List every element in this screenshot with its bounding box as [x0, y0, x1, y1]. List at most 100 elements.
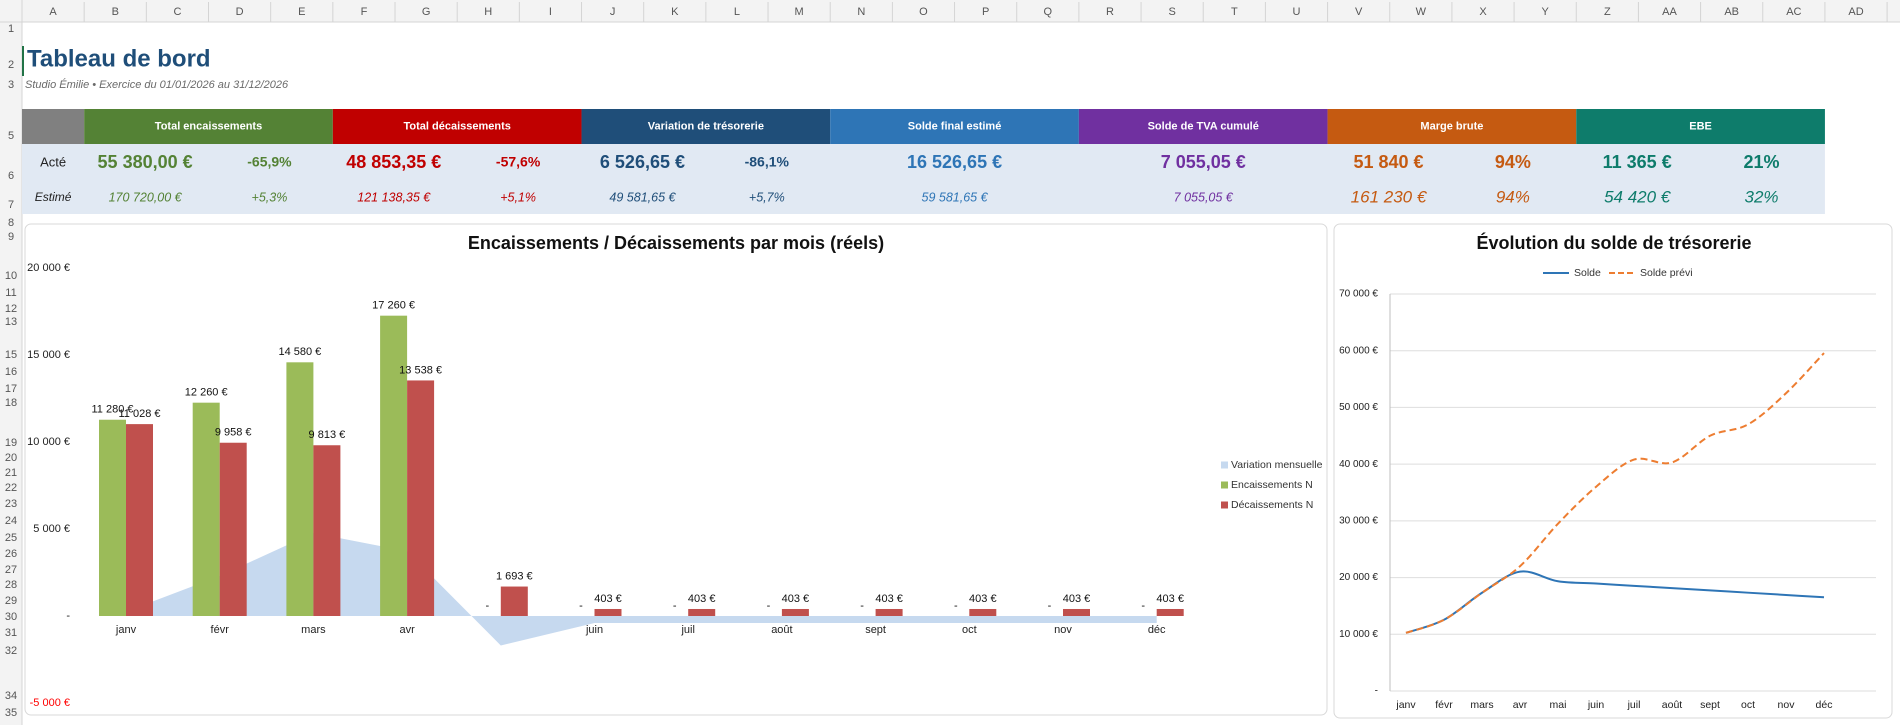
row-header: 19: [5, 437, 17, 449]
bar: [407, 380, 435, 616]
y-tick-label: 50 000 €: [1339, 402, 1378, 413]
row-header: 21: [5, 467, 17, 479]
row-header: 10: [5, 270, 17, 282]
column-header: J: [610, 6, 616, 18]
kpi-value: 11 365 €: [1603, 152, 1672, 172]
column-header: P: [982, 6, 989, 18]
x-tick-label: juil: [1627, 699, 1641, 711]
row-header: 9: [8, 231, 14, 243]
kpi-value: 94%: [1495, 152, 1531, 172]
kpi-value: +5,1%: [500, 190, 536, 204]
column-header: N: [857, 6, 865, 18]
data-label: 403 €: [782, 593, 810, 605]
kpi-value: 32%: [1745, 187, 1779, 206]
x-tick-label: avr: [1513, 699, 1528, 711]
x-tick-label: août: [1662, 699, 1683, 711]
legend-label: Encaissements N: [1231, 479, 1313, 491]
x-tick-label: mai: [1550, 699, 1567, 711]
row-header: 6: [8, 170, 14, 182]
kpi-corner: [22, 109, 85, 144]
kpi-header: Total encaissements: [155, 120, 262, 132]
row-header: 11: [5, 287, 16, 299]
bar: [1156, 608, 1184, 616]
kpi-value: 7 055,05 €: [1161, 152, 1246, 172]
data-label: 11 280 €: [91, 404, 133, 416]
kpi-value: +5,7%: [749, 190, 785, 204]
kpi-header-cell: [332, 109, 582, 144]
kpi-header-cell: [830, 109, 1079, 144]
row-header: 27: [5, 564, 17, 576]
kpi-header: Variation de trésorerie: [648, 120, 764, 132]
kpi-header-cell: [581, 109, 831, 144]
kpi-value: 55 380,00 €: [98, 152, 193, 172]
kpi-value: 49 581,65 €: [609, 190, 676, 204]
data-label: -: [1048, 600, 1052, 612]
x-tick-label: nov: [1054, 624, 1072, 636]
row-header: 12: [5, 303, 17, 315]
legend-label: Variation mensuelle: [1231, 459, 1323, 471]
row-header: 13: [5, 316, 17, 328]
column-header: Y: [1541, 6, 1549, 18]
column-header: AB: [1724, 6, 1739, 18]
bar: [594, 608, 622, 616]
data-label: 403 €: [688, 593, 716, 605]
data-label: 403 €: [594, 593, 622, 605]
kpi-value: 16 526,65 €: [907, 152, 1002, 172]
x-tick-label: juin: [585, 624, 603, 636]
bar: [781, 608, 809, 616]
kpi-header-cell: [84, 109, 333, 144]
column-header: E: [298, 6, 305, 18]
kpi-value: 21%: [1744, 152, 1780, 172]
column-header: I: [549, 6, 552, 18]
data-label: 14 580 €: [278, 346, 321, 358]
x-tick-label: févr: [211, 624, 230, 636]
column-header: B: [112, 6, 119, 18]
kpi-value: -65,9%: [247, 154, 292, 170]
kpi-value: +5,3%: [252, 190, 288, 204]
bar: [286, 362, 314, 616]
kpi-value: -86,1%: [745, 154, 790, 170]
y-tick-label: -: [1375, 686, 1378, 697]
row-header: 22: [5, 482, 17, 494]
row-header: 5: [8, 130, 14, 142]
y-tick-label: 15 000 €: [27, 349, 70, 361]
x-tick-label: sept: [1700, 699, 1720, 711]
kpi-value: 94%: [1496, 187, 1530, 206]
x-tick-label: janv: [115, 624, 137, 636]
kpi-value: 7 055,05 €: [1174, 190, 1234, 204]
column-header: AC: [1786, 6, 1801, 18]
y-tick-label: 30 000 €: [1339, 515, 1378, 526]
kpi-header: Solde final estimé: [908, 120, 1002, 132]
chart-frame: [1333, 223, 1893, 719]
data-label: 13 538 €: [399, 364, 442, 376]
data-label: 9 958 €: [215, 427, 252, 439]
data-label: 403 €: [1063, 593, 1091, 605]
data-label: 403 €: [875, 593, 903, 605]
data-label: 1 693 €: [496, 570, 533, 582]
legend-marker: [1221, 501, 1228, 509]
x-tick-label: févr: [1435, 699, 1453, 711]
kpi-header: Total décaissements: [403, 120, 510, 132]
column-header: A: [49, 6, 57, 18]
row-header: 23: [5, 498, 17, 510]
data-label: 9 813 €: [309, 429, 346, 441]
column-header: V: [1355, 6, 1363, 18]
y-tick-label: 5 000 €: [33, 523, 70, 535]
data-label: -: [767, 600, 771, 612]
x-tick-label: oct: [962, 624, 977, 636]
x-tick-label: janv: [1395, 699, 1416, 711]
x-tick-label: nov: [1778, 699, 1796, 711]
kpi-value: 59 581,65 €: [922, 190, 989, 204]
kpi-row-label: Acté: [40, 154, 66, 169]
x-tick-label: avr: [399, 624, 415, 636]
kpi-header-cell: [1327, 109, 1577, 144]
page-title: Tableau de bord: [27, 45, 211, 72]
bar: [126, 424, 153, 616]
kpi-value: 161 230 €: [1351, 187, 1428, 206]
column-header: T: [1231, 6, 1238, 18]
column-header: S: [1168, 6, 1175, 18]
chart-title: Encaissements / Décaissements par mois (…: [468, 233, 884, 253]
legend-label: Solde prévi: [1640, 267, 1693, 279]
bar: [500, 586, 528, 616]
y-tick-label: -5 000 €: [30, 697, 70, 709]
